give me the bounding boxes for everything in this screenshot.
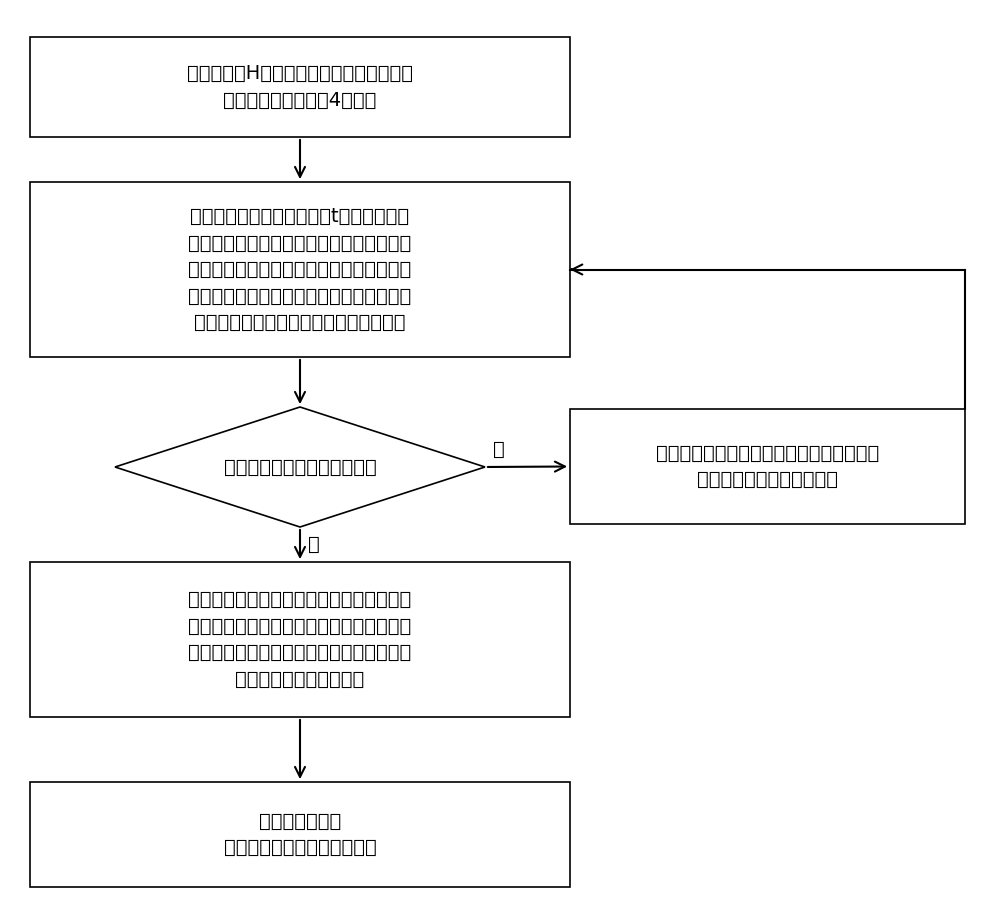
Bar xyxy=(30,782,570,887)
Polygon shape xyxy=(115,407,485,527)
Text: 当前兴趣点时间序列是否平稳: 当前兴趣点时间序列是否平稳 xyxy=(224,458,376,477)
Bar xyxy=(30,182,570,357)
Bar xyxy=(30,562,570,717)
Text: 根据该地区H年内的照片拍摄时间，将各兴
趣点按照季节划分为4个部分: 根据该地区H年内的照片拍摄时间，将各兴 趣点按照季节划分为4个部分 xyxy=(187,64,413,110)
Text: 根据当前兴趣点时间序列中时间间隔的照片
数量的方差和协方差确定该兴趣点的时间序
列的自相关系数和偏自相关系数，从而确定
该兴趣点的时间序列模型: 根据当前兴趣点时间序列中时间间隔的照片 数量的方差和协方差确定该兴趣点的时间序 … xyxy=(188,591,412,689)
Text: 否: 否 xyxy=(493,440,505,459)
Text: 重复上述步骤，
得到各兴趣点的时间序列模型: 重复上述步骤， 得到各兴趣点的时间序列模型 xyxy=(224,812,376,857)
Text: 是: 是 xyxy=(308,535,320,554)
Text: 对当前兴趣点的时间序列进行差分处理，得
到该兴趣点的新的时间序列: 对当前兴趣点的时间序列进行差分处理，得 到该兴趣点的新的时间序列 xyxy=(656,444,879,490)
Text: 针对所述划分的各部分，以t小时为时间间
隔，统计出一天内各兴趣点各时间间隔的照
片数量，将各个时间间隔中该地区一个兴趣
点的照片数量的和作为该兴趣点的时间序列
: 针对所述划分的各部分，以t小时为时间间 隔，统计出一天内各兴趣点各时间间隔的照 … xyxy=(188,207,412,332)
Bar xyxy=(570,409,965,524)
Bar xyxy=(30,37,570,137)
